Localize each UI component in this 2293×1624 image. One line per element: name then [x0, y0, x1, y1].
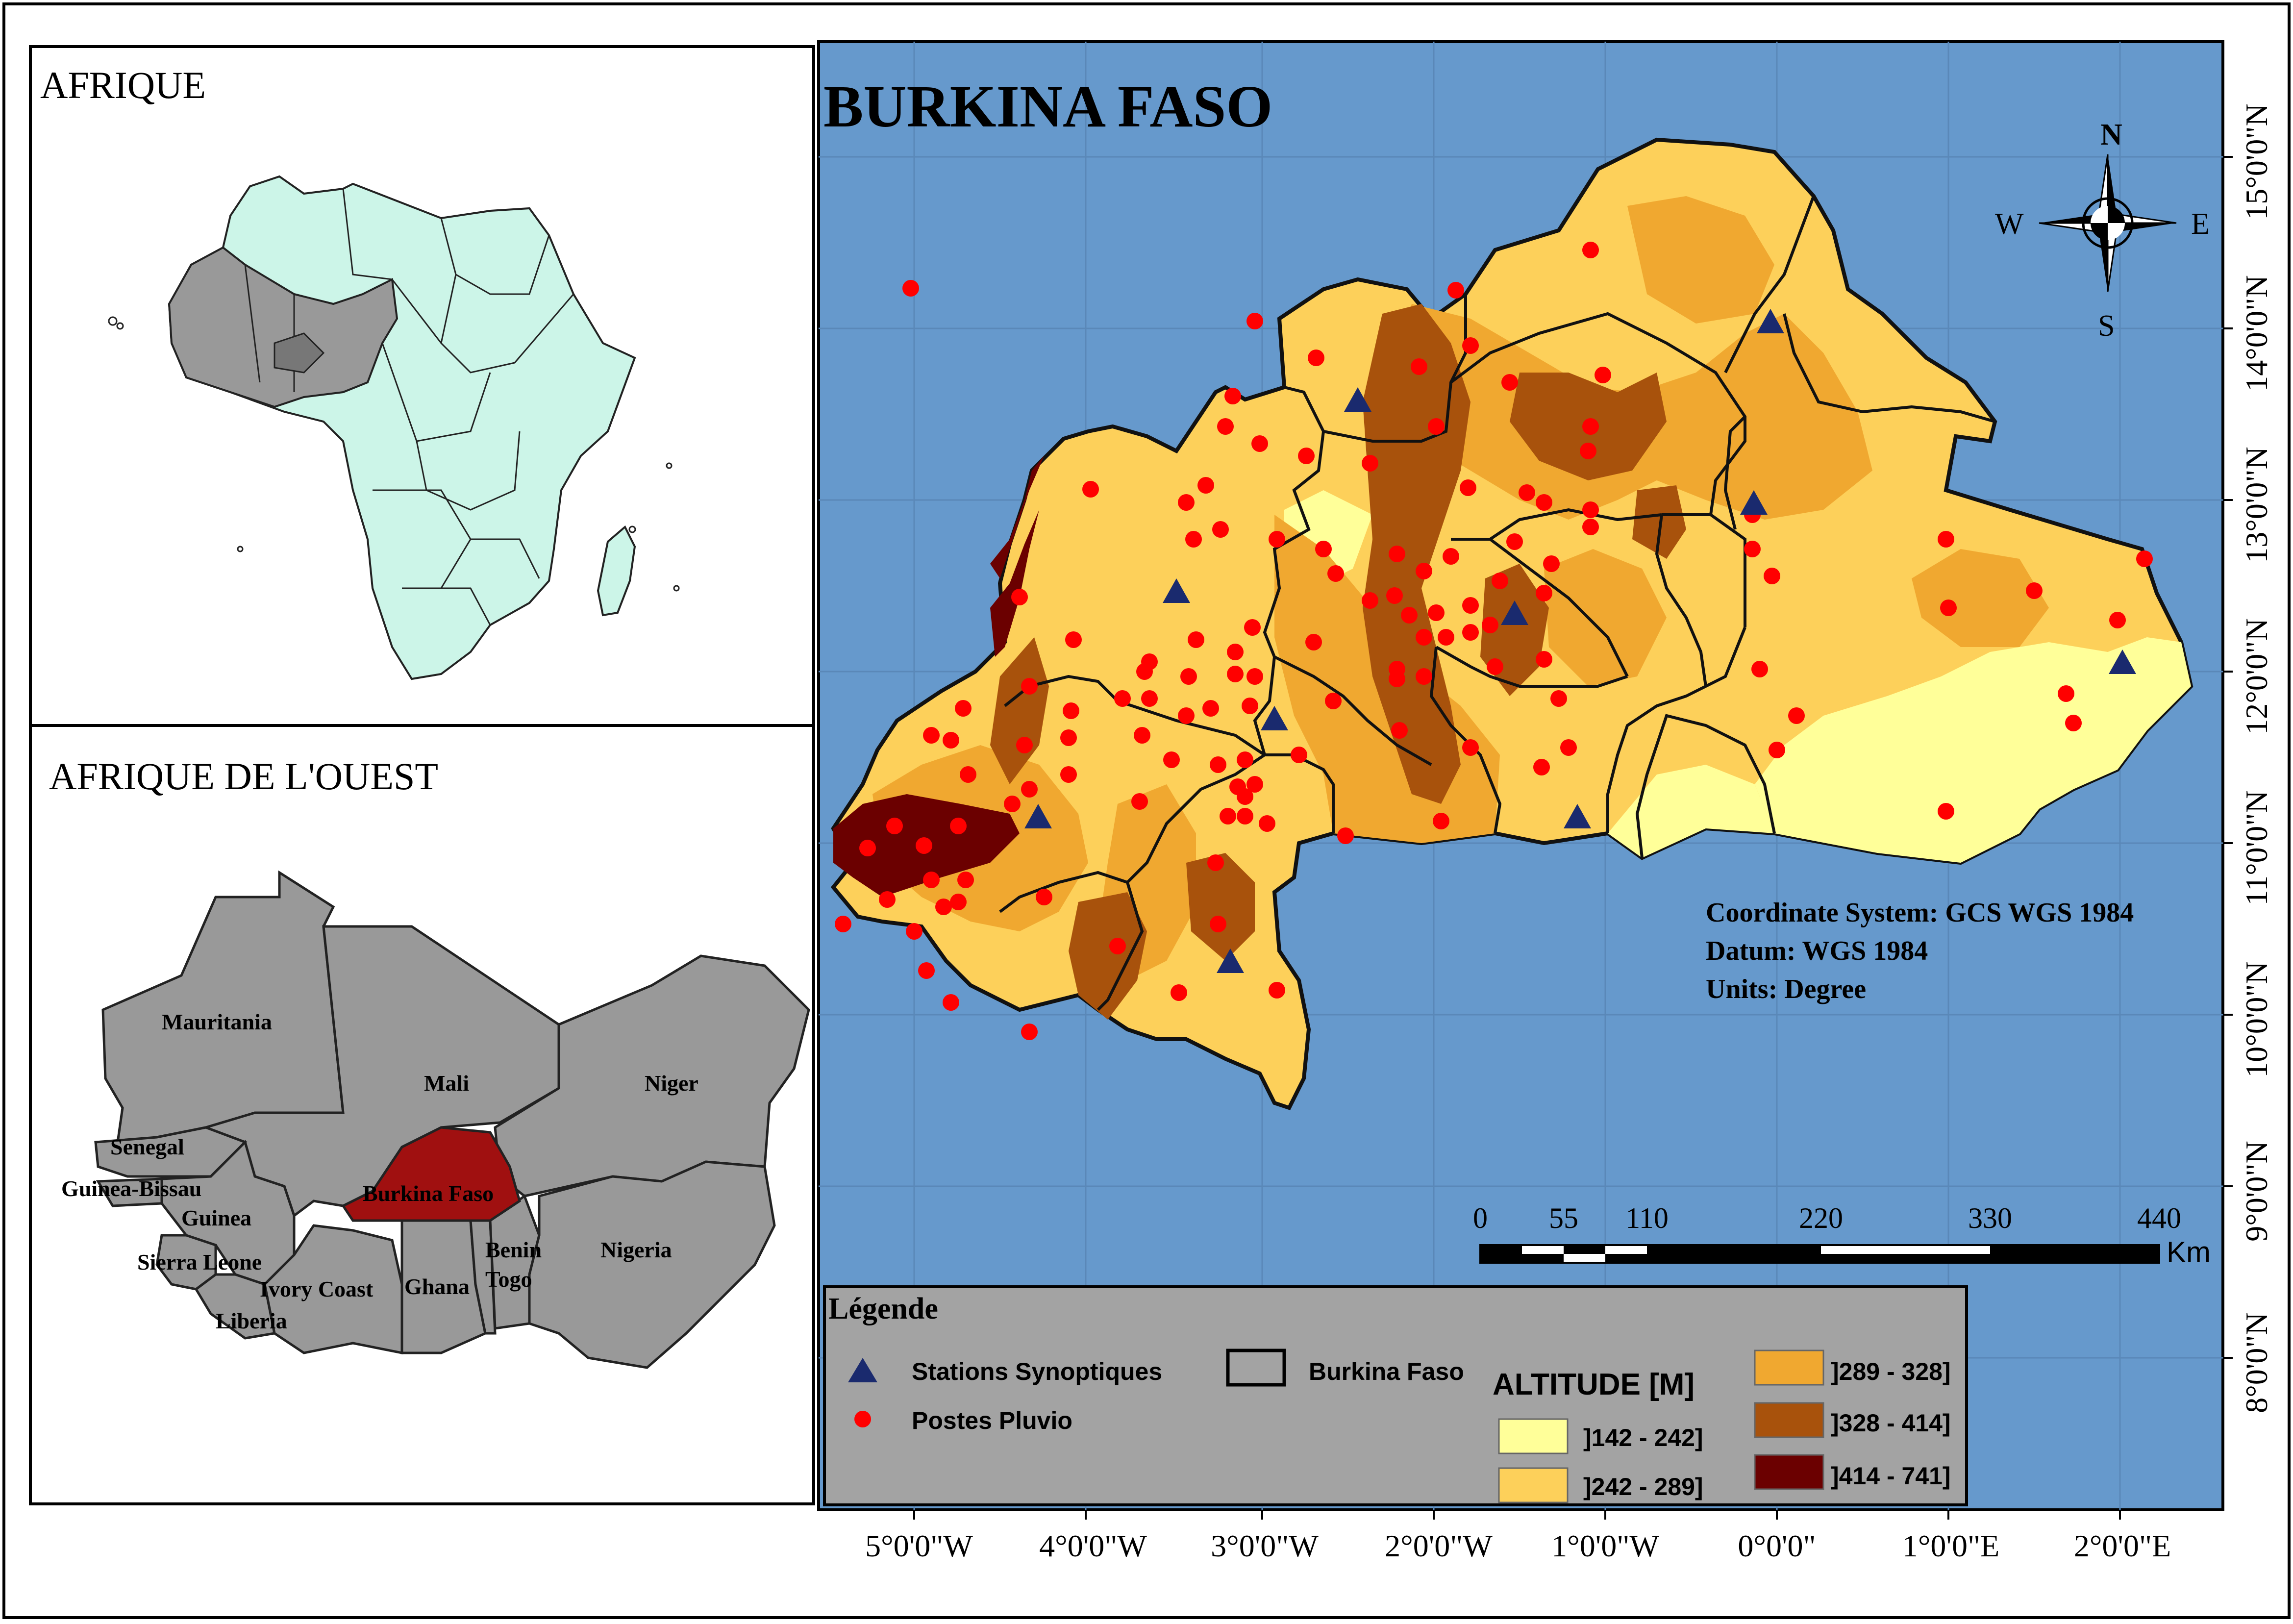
lat-label-9n: 9°0'0"N: [2239, 1141, 2274, 1241]
madagascar: [597, 525, 636, 617]
scale-tick-220: 220: [1799, 1202, 1843, 1234]
west-africa-highlight: [168, 246, 399, 408]
lat-label-15n: 15°0'0"N: [2239, 103, 2274, 220]
country-nigeria: [528, 1160, 776, 1369]
scale-unit: Km: [2167, 1236, 2211, 1269]
compass-s: S: [2098, 309, 2115, 343]
compass-w: W: [1995, 207, 2024, 241]
lon-label-5w: 5°0'0"W: [865, 1528, 973, 1563]
lon-label-2e: 2°0'0"E: [2074, 1528, 2171, 1563]
lon-label-1w: 1°0'0"W: [1551, 1528, 1659, 1563]
africa-country-borders: [244, 188, 574, 625]
label-guinea: Guinea: [181, 1205, 251, 1230]
africa-burkina-spot: [274, 332, 325, 374]
legend-class-5-swatch: [1754, 1454, 1824, 1490]
legend-class-3-swatch: [1754, 1349, 1824, 1386]
legend-boundary-symbol: [1226, 1349, 1286, 1387]
stations-synoptiques: [1024, 309, 2136, 973]
legend-class-3-label: ]289 - 328]: [1831, 1358, 1951, 1385]
compass-e: E: [2191, 207, 2210, 241]
label-ivory-coast: Ivory Coast: [260, 1276, 374, 1301]
compass-n: N: [2100, 118, 2122, 151]
legend-class-4-swatch: [1754, 1402, 1824, 1438]
lon-label-3w: 3°0'0"W: [1211, 1528, 1319, 1563]
datum-text: Datum: WGS 1984: [1706, 936, 1928, 966]
inset-west-africa: AFRIQUE DE L'OUEST: [29, 724, 815, 1505]
main-map: BURKINA FASO N S E W Coordinate System: …: [817, 40, 2274, 1563]
label-guinea-bissau: Guinea-Bissau: [61, 1176, 201, 1201]
legend-class-2-swatch: [1498, 1467, 1569, 1503]
postes-pluvio: [835, 242, 2153, 1040]
compass-rose: N S E W: [1995, 118, 2210, 343]
lat-label-12n: 12°0'0"N: [2239, 618, 2274, 734]
legend-class-4-label: ]328 - 414]: [1831, 1409, 1951, 1437]
legend-title: Légende: [828, 1292, 938, 1325]
main-map-title: BURKINA FASO: [823, 74, 1272, 140]
label-sierra-leone: Sierra Leone: [137, 1249, 262, 1274]
inset-africa: AFRIQUE: [29, 45, 815, 727]
legend-class-2-label: ]242 - 289]: [1583, 1473, 1703, 1500]
scale-tick-55: 55: [1549, 1202, 1578, 1234]
longitude-ticks: [913, 1510, 2121, 1520]
scale-tick-330: 330: [1968, 1202, 2012, 1234]
legend-boundary-label: Burkina Faso: [1309, 1358, 1464, 1385]
label-niger: Niger: [645, 1071, 698, 1096]
lat-label-14n: 14°0'0"N: [2239, 275, 2274, 391]
west-africa-labels: Mauritania Mali Niger Senegal Guinea-Bis…: [61, 1009, 698, 1333]
inset-west-africa-title: AFRIQUE DE L'OUEST: [49, 755, 438, 798]
west-africa-burkina: [341, 1126, 521, 1222]
altitude-terrain: [833, 196, 2191, 1020]
legend-class-1-swatch: [1498, 1418, 1569, 1454]
latitude-labels: 15°0'0"N 14°0'0"N 13°0'0"N 12°0'0"N 11°0…: [2239, 103, 2274, 1413]
label-benin: Benin: [485, 1237, 542, 1262]
legend-class-1-label: ]142 - 242]: [1583, 1424, 1703, 1451]
label-mauritania: Mauritania: [162, 1009, 272, 1034]
lat-label-11n: 11°0'0"N: [2239, 790, 2274, 905]
scale-tick-110: 110: [1625, 1202, 1669, 1234]
legend-poste-symbol: [854, 1411, 871, 1427]
region-borders: [999, 195, 1995, 1011]
lat-label-13n: 13°0'0"N: [2239, 447, 2274, 563]
coordinate-info: Coordinate System: GCS WGS 1984 Datum: W…: [1706, 898, 2134, 1004]
label-senegal: Senegal: [110, 1134, 184, 1159]
label-togo: Togo: [485, 1267, 532, 1292]
scale-tick-0: 0: [1473, 1202, 1488, 1234]
scale-bar: 0 55 110 220 330 440 Km: [1473, 1202, 2211, 1269]
label-burkina-faso: Burkina Faso: [363, 1181, 494, 1206]
label-nigeria: Nigeria: [600, 1237, 672, 1262]
lat-label-8n: 8°0'0"N: [2239, 1312, 2274, 1413]
africa-islands: [108, 316, 680, 592]
legend-class-5-label: ]414 - 741]: [1831, 1462, 1951, 1490]
inset-africa-title: AFRIQUE: [40, 64, 206, 106]
label-mali: Mali: [424, 1071, 469, 1096]
legend-stations-label: Stations Synoptiques: [912, 1358, 1162, 1385]
lon-label-4w: 4°0'0"W: [1039, 1528, 1147, 1563]
lat-label-10n: 10°0'0"N: [2239, 961, 2274, 1077]
legend-station-symbol: [848, 1358, 877, 1382]
lon-label-1e: 1°0'0"E: [1902, 1528, 1999, 1563]
label-ghana: Ghana: [404, 1274, 470, 1299]
lon-label-2w: 2°0'0"W: [1385, 1528, 1493, 1563]
longitude-labels: 5°0'0"W 4°0'0"W 3°0'0"W 2°0'0"W 1°0'0"W …: [865, 1528, 2171, 1563]
legend: Légende Stations Synoptiques Postes Pluv…: [823, 1285, 1968, 1506]
legend-altitude-title: ALTITUDE [M]: [1493, 1368, 1695, 1401]
label-liberia: Liberia: [216, 1308, 287, 1333]
west-africa-countries: [94, 870, 810, 1369]
latitude-ticks: [2223, 156, 2233, 1359]
units-text: Units: Degree: [1706, 974, 1866, 1004]
scale-tick-440: 440: [2137, 1202, 2181, 1234]
legend-postes-label: Postes Pluvio: [912, 1407, 1072, 1434]
coordinate-system-text: Coordinate System: GCS WGS 1984: [1706, 898, 2134, 928]
lon-label-0: 0°0'0": [1738, 1528, 1816, 1563]
